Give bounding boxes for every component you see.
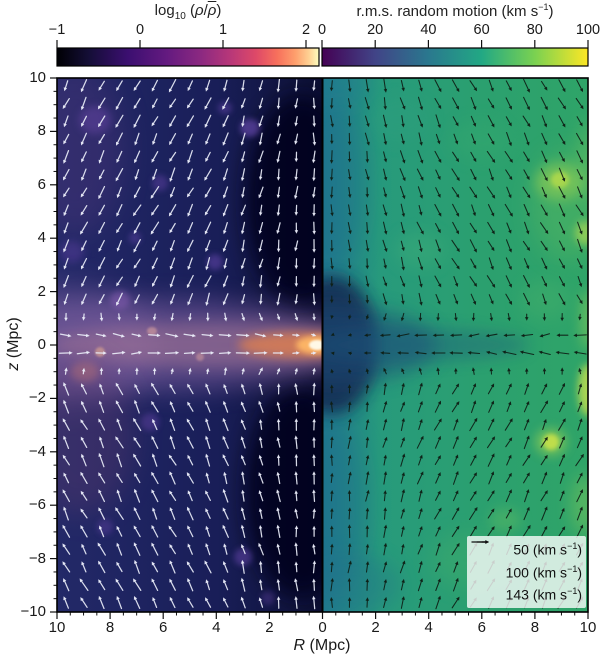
legend-row: 143 (km s−1) — [467, 540, 586, 603]
legend-row: 100 (km s−1) — [467, 540, 586, 581]
velocity-arrow-field-left — [58, 78, 317, 610]
reference-arrow-icon — [471, 540, 489, 544]
density-map — [57, 78, 323, 612]
plot-frame — [56, 77, 589, 613]
velocity-arrow-field-right — [329, 78, 587, 610]
legend-row-label: 50 (km s−1) — [513, 541, 582, 558]
legend-row-label: 143 (km s−1) — [505, 586, 582, 603]
density-colorbar — [56, 47, 320, 67]
motion-colorbar — [321, 47, 589, 67]
legend-row-label: 100 (km s−1) — [505, 563, 582, 581]
reference-arrow-legend: 50 (km s−1) 100 (km s−1) 143 (km s−1) — [467, 536, 586, 608]
